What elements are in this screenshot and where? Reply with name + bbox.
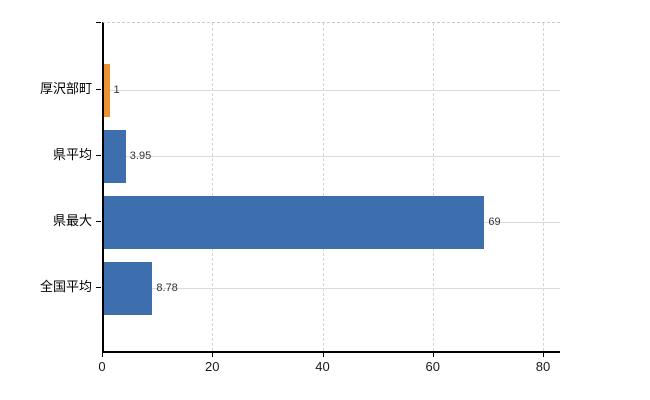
vertical-gridline [322,23,324,351]
x-axis-tick [432,353,434,357]
bar-value-label: 1 [113,84,120,96]
bar-value-label: 69 [488,216,501,228]
bar-全国平均 [104,261,153,315]
vertical-gridline [212,23,214,351]
category-label-県平均: 県平均 [52,147,92,162]
y-axis-tick [96,89,101,90]
x-axis-tick [102,353,103,357]
bar-value-label: 8.78 [156,282,178,294]
plot-area: 1 3.95 69 8.78 [102,22,560,353]
horizontal-gridline [104,156,560,157]
bar-厚沢部町 [104,63,110,117]
y-axis-top-tick [96,22,101,23]
x-axis-tick [322,353,324,357]
vertical-gridline [543,23,544,351]
x-axis-tick [543,353,544,357]
bar-県最大 [104,195,485,249]
x-tick-label: 0 [98,359,106,374]
x-tick-label: 80 [535,359,551,374]
x-tick-label: 40 [315,359,330,374]
vertical-gridline [432,23,434,351]
y-axis-tick [96,155,101,156]
x-axis-tick [212,353,214,357]
horizontal-gridline [104,288,560,289]
horizontal-gridline [104,90,560,91]
category-label-県最大: 県最大 [52,213,92,228]
bar-value-label: 3.95 [129,150,152,162]
y-axis-tick [96,287,101,288]
x-tick-label: 60 [425,359,440,374]
bar-県平均 [104,129,126,183]
category-label-厚沢部町: 厚沢部町 [39,81,92,96]
category-label-全国平均: 全国平均 [39,279,92,294]
x-tick-label: 20 [205,359,220,374]
y-axis-tick [96,221,101,222]
